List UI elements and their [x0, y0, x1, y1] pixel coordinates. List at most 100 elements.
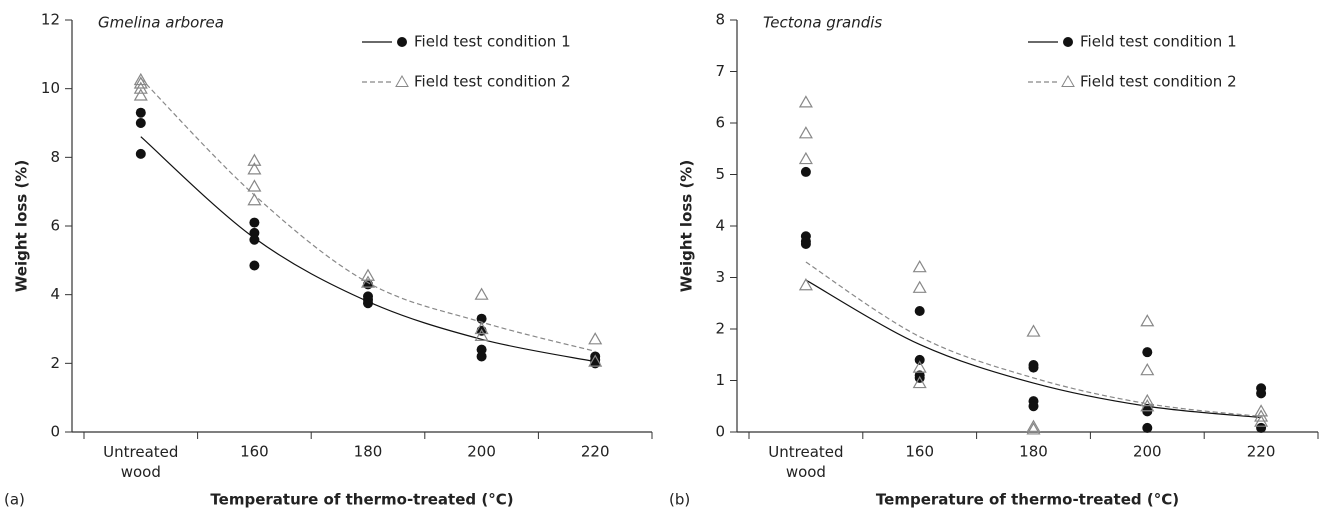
point: [249, 234, 260, 245]
point: [135, 107, 146, 118]
point: [360, 268, 376, 281]
point: [912, 375, 927, 389]
point: [133, 81, 148, 94]
point: [249, 217, 260, 228]
point: [588, 354, 603, 367]
point: [474, 287, 489, 300]
y-tick-label: 8: [50, 148, 60, 166]
x-tick-label: 180: [354, 443, 383, 461]
point: [914, 354, 925, 365]
x-tick-label: 200: [467, 443, 496, 461]
legend-label: Field test condition 2: [414, 73, 571, 91]
point: [249, 260, 260, 271]
point: [1254, 414, 1269, 427]
x-axis-title: Temperature of thermo-treated (°C): [210, 491, 513, 509]
fit-line: [805, 279, 1262, 419]
point: [133, 72, 148, 86]
point: [588, 332, 603, 345]
point: [914, 305, 925, 316]
point: [135, 118, 146, 128]
point: [360, 275, 376, 288]
point: [133, 88, 148, 101]
x-tick-label: 220: [581, 443, 610, 461]
panel: 0 1 2 3 4 5 6 7 8 Untreated wood 160 180 200 220 Temper…: [669, 11, 1319, 509]
x-tick-label: 220: [1247, 443, 1276, 461]
legend-marker: [1063, 37, 1073, 47]
point: [135, 148, 146, 159]
y-tick-label: 0: [50, 423, 60, 441]
point: [798, 126, 813, 139]
point: [798, 95, 813, 108]
y-tick-label: 12: [41, 11, 60, 29]
fit-line: [805, 261, 1262, 418]
chart-title: Tectona grandis: [763, 14, 882, 32]
legend-label: Field test condition 1: [1080, 33, 1237, 51]
y-axis-title: Weight loss (%): [678, 160, 696, 292]
y-axis-title: Weight loss (%): [13, 160, 31, 292]
y-tick-label: 8: [715, 11, 725, 29]
point: [133, 76, 148, 89]
point: [1142, 422, 1153, 433]
x-tick-label: Untreated wood: [768, 443, 843, 481]
y-tick-label: 4: [50, 285, 60, 303]
point: [912, 259, 927, 273]
x-tick-label: 200: [1133, 443, 1162, 461]
legend-marker: [395, 74, 409, 87]
point: [363, 298, 373, 309]
point: [798, 278, 813, 291]
point: [1026, 419, 1041, 432]
y-tick-label: 5: [715, 165, 725, 183]
point: [474, 328, 489, 341]
point: [1254, 409, 1269, 422]
point: [1028, 401, 1039, 412]
point: [912, 360, 927, 373]
y-tick-label: 2: [715, 320, 725, 338]
point: [247, 162, 262, 175]
point: [476, 351, 487, 362]
y-tick-label: 6: [50, 217, 60, 235]
y-tick-label: 0: [715, 423, 725, 441]
point: [1028, 362, 1039, 373]
panel: 0 2 4 6 8 10 12 Untreated wood 160 180 200 220 Temper…: [4, 11, 653, 509]
point: [249, 227, 260, 238]
point: [800, 239, 811, 250]
legend-label: Field test condition 1: [414, 33, 571, 51]
point: [1026, 422, 1041, 435]
point: [476, 344, 487, 355]
y-tick-label: 3: [715, 268, 725, 286]
point: [1140, 393, 1155, 407]
x-tick-label: 160: [240, 443, 269, 461]
point: [590, 358, 601, 369]
y-tick-label: 6: [715, 114, 725, 132]
y-tick-label: 2: [50, 354, 60, 372]
fit-line: [140, 77, 596, 352]
point: [798, 151, 813, 165]
point: [474, 321, 489, 335]
point: [1026, 324, 1041, 337]
panel-label: (a): [4, 491, 25, 509]
x-tick-label: 160: [905, 443, 934, 461]
y-tick-label: 7: [715, 62, 725, 80]
legend-label: Field test condition 2: [1080, 73, 1237, 91]
point: [1142, 406, 1153, 417]
point: [1256, 388, 1267, 399]
panel-label: (b): [669, 491, 690, 509]
point: [247, 179, 262, 192]
point: [1140, 362, 1155, 376]
point: [912, 280, 927, 293]
y-tick-label: 1: [715, 371, 725, 389]
point: [1140, 399, 1155, 412]
point: [1256, 422, 1267, 433]
point: [247, 153, 262, 166]
x-tick-label: 180: [1019, 443, 1048, 461]
point: [1140, 314, 1155, 327]
x-axis-title: Temperature of thermo-treated (°C): [876, 491, 1179, 509]
x-tick-label: Untreated wood: [103, 443, 178, 481]
chart-title: Gmelina arborea: [98, 14, 224, 32]
point: [800, 166, 811, 177]
legend-marker: [397, 37, 407, 47]
y-tick-label: 4: [715, 217, 725, 235]
y-tick-label: 10: [41, 79, 60, 97]
point: [247, 193, 262, 206]
